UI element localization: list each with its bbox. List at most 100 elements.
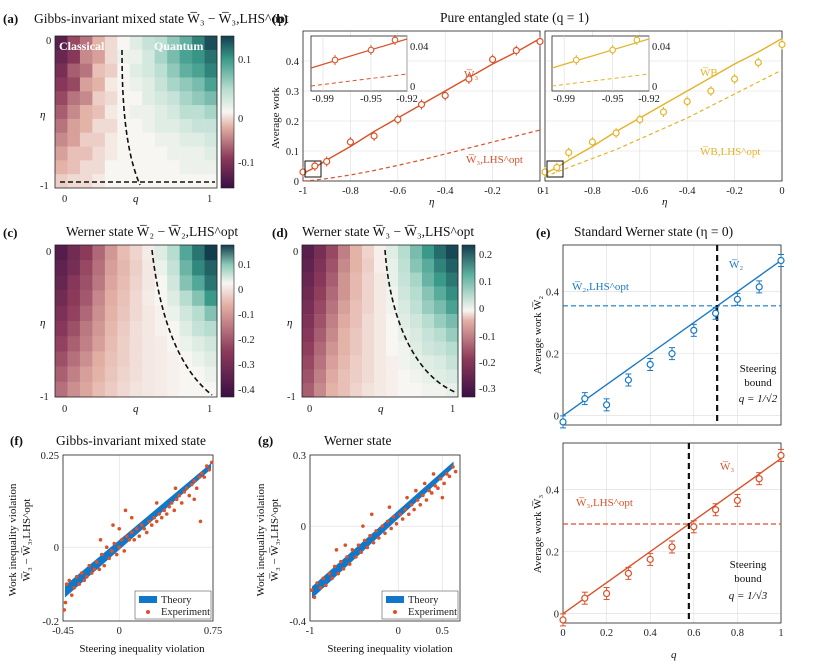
experiment-point [380, 524, 385, 528]
experiment-point [79, 571, 84, 575]
heatmap-cell [410, 341, 423, 356]
experiment-point [309, 588, 314, 592]
e-bottom-ylabel: Average work W̅₃ [532, 495, 544, 574]
experiment-point [184, 486, 189, 491]
heatmap-cell [67, 275, 81, 291]
experiment-point [207, 467, 212, 472]
experiment-point [361, 524, 365, 528]
heatmap-cell [92, 77, 106, 92]
heatmap-cell [338, 355, 351, 370]
inset-data-point [609, 46, 616, 54]
heatmap-cell [167, 160, 180, 175]
x-tick-label: 0 [560, 628, 565, 639]
y-tick-label: 0 [301, 522, 306, 533]
heatmap-cell [314, 314, 327, 329]
y-tick-label: 0.4 [546, 486, 560, 497]
experiment-point [187, 493, 192, 498]
heatmap-cell [204, 321, 218, 337]
heatmap-cell [204, 381, 218, 398]
experiment-point [368, 533, 372, 538]
heatmap-cell [410, 369, 423, 384]
experiment-point [129, 515, 134, 520]
heatmap-cell [142, 366, 155, 383]
d-ylabel: η [287, 317, 292, 329]
experiment-point [438, 476, 443, 481]
experiment-point [177, 493, 182, 498]
heatmap-cell [338, 369, 351, 384]
heatmap-a-frame [54, 35, 218, 189]
data-point [536, 37, 544, 46]
colorbar-a [220, 35, 235, 189]
y-tick-label: 0.3 [286, 87, 299, 98]
c-cbtick-0: 0.1 [238, 260, 251, 271]
plot-b-left: -1 -0.8 -0.6 -0.4 -0.2 0 0 0.1 0.2 0.3 0.4 -0.99 -0.… [286, 30, 544, 197]
zoom-box [546, 160, 564, 178]
experiment-point [192, 497, 197, 502]
x-tick-label: 0 [537, 186, 542, 197]
b-left-xlabel: η [429, 196, 434, 208]
x-tick-label: -0.8 [584, 186, 601, 197]
heatmap-cell [362, 272, 375, 287]
heatmap-cell [326, 300, 339, 315]
experiment-point [421, 493, 425, 498]
experiment-point [134, 526, 139, 531]
experiment-point [99, 552, 104, 557]
inset-data-point [633, 36, 641, 44]
a-ylabel: η [40, 109, 45, 121]
heatmap-cell [326, 258, 339, 273]
data-point [668, 543, 676, 551]
experiment-point [64, 582, 69, 586]
heatmap-cell [92, 160, 106, 175]
heatmap-cell [167, 366, 180, 383]
f-ylabel-line2: W̅₃ − W̅₃,LHS^opt [21, 499, 33, 582]
heatmap-cell [434, 314, 447, 329]
heatmap-cell [79, 63, 93, 78]
heatmap-cell [154, 77, 168, 92]
heatmap-cell [167, 36, 180, 51]
experiment-point [414, 488, 418, 493]
heatmap-cell [154, 132, 168, 147]
experiment-point [321, 576, 326, 581]
x-tick-label: 0.8 [731, 628, 744, 639]
heatmap-cell [434, 300, 447, 315]
heatmap-cell [154, 160, 168, 175]
heatmap-cell [154, 91, 168, 106]
heatmap-d-frame [301, 244, 459, 398]
heatmap-cell [350, 258, 363, 273]
data-point [733, 295, 742, 303]
heatmap-cell [79, 77, 93, 92]
heatmap-cell [386, 314, 399, 329]
experiment-point [385, 519, 390, 524]
heatmap-cell [117, 160, 131, 175]
heatmap-cell [314, 245, 327, 260]
data-point [777, 451, 785, 460]
experiment-point [334, 548, 339, 552]
heatmap-cell [204, 275, 218, 291]
heatmap-cell [117, 105, 131, 120]
heatmap-cell [167, 305, 180, 322]
experiment-point [318, 586, 323, 590]
heatmap-cell [362, 355, 375, 370]
heatmap-cell [326, 245, 339, 260]
a-cbtick-2: -0.1 [238, 158, 255, 169]
experiment-point [405, 495, 409, 500]
heatmap-cell [386, 369, 399, 384]
heatmap-cell [326, 286, 339, 301]
heatmap-cell [79, 351, 93, 367]
experiment-point [392, 514, 396, 519]
heatmap-cell [192, 36, 205, 51]
x-tick-label: -0.6 [389, 186, 406, 197]
heatmap-cell [129, 105, 143, 120]
panel-label-e: (e) [536, 225, 550, 240]
experiment-point [154, 501, 159, 505]
heatmap-cell [362, 341, 375, 356]
heatmap-cell [92, 105, 106, 120]
heatmap-cell [92, 381, 106, 398]
heatmap-cell [79, 381, 93, 398]
data-point [441, 91, 449, 100]
heatmap-cell [129, 132, 143, 147]
heatmap-cell [192, 132, 205, 147]
heatmap-cell [422, 355, 435, 370]
heatmap-cell [167, 118, 180, 134]
d-ytick-0: 0 [293, 247, 298, 258]
